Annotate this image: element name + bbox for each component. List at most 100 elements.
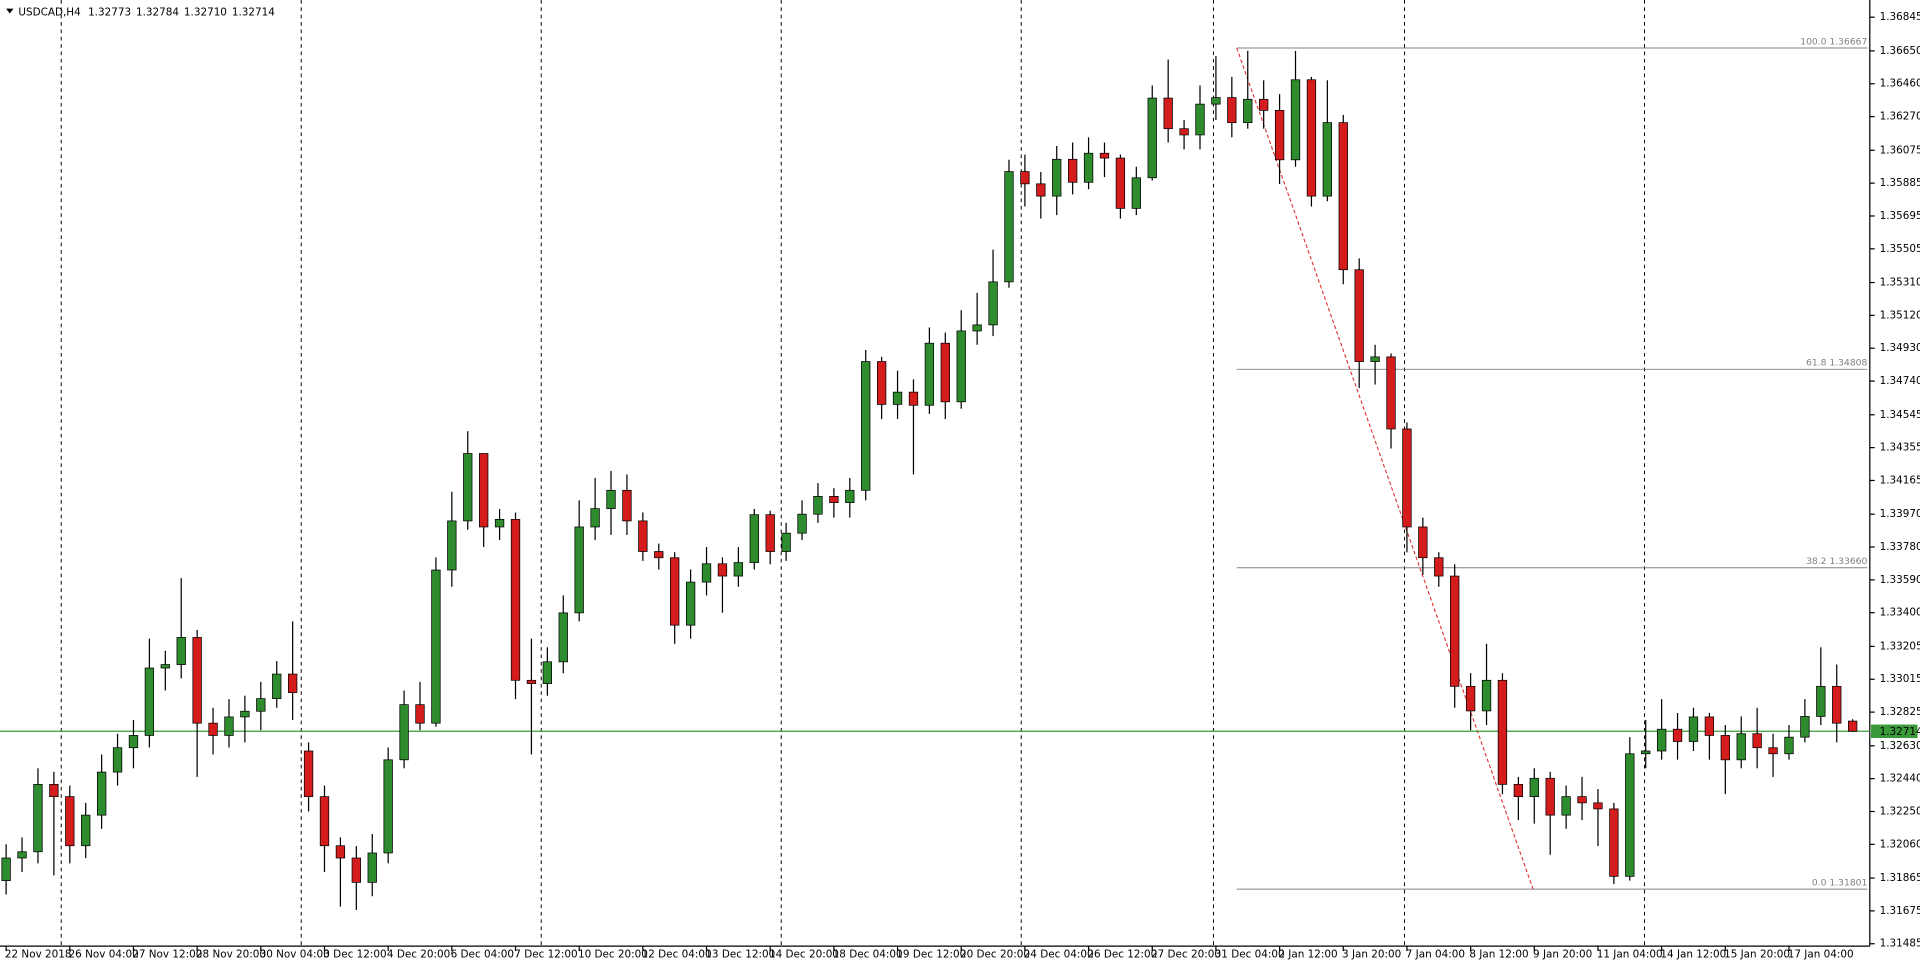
y-tick-label: 1.34545 (1880, 409, 1920, 421)
y-tick-label: 1.33970 (1880, 508, 1920, 520)
x-tick-label: 22 Nov 2018 (5, 949, 72, 961)
candle-body (1083, 152, 1094, 183)
x-tick-label: 20 Dec 20:00 (960, 949, 1030, 961)
candle-body (1115, 157, 1126, 209)
candle-body (988, 281, 998, 326)
candle-body (1625, 753, 1635, 877)
candle-body (1274, 109, 1285, 161)
candle-body (288, 673, 298, 693)
candle-body (494, 518, 505, 528)
x-tick-label: 27 Nov 12:00 (132, 949, 202, 961)
candle-body (1322, 122, 1332, 197)
candle-body (685, 581, 696, 626)
fib-trend-line (1236, 47, 1534, 890)
symbol-title: USDCAD,H4 (18, 6, 81, 18)
x-tick-label: 28 Nov 20:00 (196, 949, 266, 961)
candle-body (1099, 152, 1110, 159)
candle-body (335, 845, 346, 859)
candle-body (1306, 79, 1317, 197)
bar-open: 1.32773 (88, 6, 131, 18)
x-tick-label: 18 Dec 04:00 (833, 949, 903, 961)
candle-body (622, 489, 632, 522)
candle-body (1688, 716, 1699, 742)
bar-close: 1.32714 (232, 6, 275, 18)
candle-body (558, 612, 568, 663)
candle-body (1848, 720, 1858, 732)
y-tick-label: 1.35695 (1880, 210, 1920, 222)
x-tick-label: 26 Dec 12:00 (1087, 949, 1157, 961)
candle-body (1784, 736, 1794, 755)
candle-body (781, 532, 791, 552)
x-tick-label: 7 Jan 04:00 (1406, 949, 1465, 961)
x-tick-label: 4 Dec 20:00 (387, 949, 450, 961)
x-tick-label: 26 Nov 04:00 (69, 949, 139, 961)
y-tick-label: 1.33780 (1880, 541, 1920, 553)
candle-body (574, 526, 584, 614)
candle-body (1163, 97, 1173, 130)
candle-body (367, 852, 377, 883)
y-tick-label: 1.32630 (1880, 740, 1920, 752)
x-tick-label: 8 Jan 12:00 (1469, 949, 1528, 961)
fib-level-label: 100.0 1.36667 (1800, 36, 1867, 47)
x-tick-label: 9 Jan 20:00 (1533, 949, 1592, 961)
candle-body (956, 330, 966, 403)
candle-body (1816, 685, 1826, 717)
candle-body (638, 520, 648, 552)
candle-body (924, 342, 935, 406)
candle-body (670, 557, 680, 626)
candle-body (399, 704, 409, 761)
x-tick-label: 12 Dec 04:00 (642, 949, 712, 961)
candle-body (96, 771, 107, 816)
candle-body (1131, 177, 1141, 209)
x-tick-label: 11 Jan 04:00 (1597, 949, 1663, 961)
y-tick-label: 1.34740 (1880, 375, 1920, 387)
candle-body (526, 679, 537, 684)
x-tick-label: 7 Dec 12:00 (514, 949, 577, 961)
y-tick-label: 1.32250 (1880, 805, 1920, 817)
y-tick-label: 1.31865 (1880, 872, 1920, 884)
candle-body (383, 759, 393, 854)
candle-body (1720, 735, 1730, 761)
candle-body (861, 361, 871, 491)
candle-body (542, 661, 552, 684)
candle-body (1068, 158, 1078, 183)
candle-body (1147, 97, 1157, 179)
candle-body (1227, 97, 1237, 124)
y-tick-label: 1.33400 (1880, 607, 1920, 619)
candle-body (176, 637, 186, 665)
y-tick-label: 1.36270 (1880, 111, 1920, 123)
current-price-box (1871, 724, 1918, 739)
y-tick-label: 1.31485 (1880, 938, 1920, 950)
candle-body (1497, 679, 1508, 785)
candle-body (65, 796, 75, 847)
candle-body (701, 563, 712, 583)
x-tick-label: 31 Dec 04:00 (1215, 949, 1285, 961)
y-tick-label: 1.36075 (1880, 144, 1920, 156)
candle-body (1465, 685, 1476, 712)
symbol-menu-icon[interactable] (6, 8, 14, 14)
candle-body (1211, 97, 1221, 105)
candle-body (272, 673, 282, 699)
bar-low: 1.32710 (184, 6, 227, 18)
candle-body (112, 747, 123, 773)
candle-body (1338, 122, 1348, 271)
y-tick-label: 1.32060 (1880, 838, 1920, 850)
candle-body (160, 664, 170, 669)
y-tick-label: 1.33590 (1880, 574, 1920, 586)
candle-body (940, 342, 950, 403)
candle-body (192, 637, 202, 724)
candle-body (1179, 128, 1189, 136)
candle-body (1736, 733, 1746, 761)
candle-body (908, 391, 919, 406)
candle-body (1020, 171, 1030, 185)
candle-body (813, 496, 823, 515)
candle-body (1036, 183, 1046, 197)
y-tick-label: 1.35505 (1880, 243, 1920, 255)
y-tick-label: 1.32825 (1880, 706, 1920, 718)
candle-body (606, 489, 616, 510)
candle-body (510, 518, 521, 681)
candle-body (1481, 679, 1492, 712)
x-tick-label: 3 Dec 12:00 (323, 949, 386, 961)
